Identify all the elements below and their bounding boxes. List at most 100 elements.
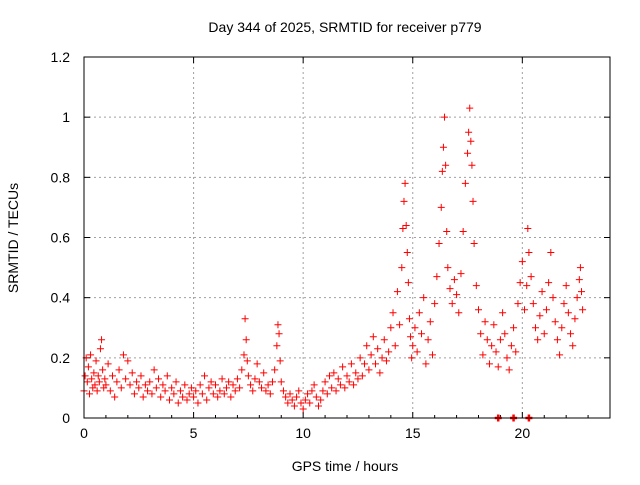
data-point <box>538 288 546 296</box>
data-point <box>540 330 548 338</box>
data-point <box>231 387 239 395</box>
data-point <box>238 366 246 374</box>
data-point <box>567 330 575 338</box>
data-point <box>117 384 125 392</box>
data-point <box>418 330 426 338</box>
data-point <box>137 372 145 380</box>
data-point <box>104 360 112 368</box>
data-point <box>446 285 454 293</box>
data-point <box>485 360 493 368</box>
data-point <box>527 273 535 281</box>
data-point <box>571 315 579 323</box>
data-point <box>183 396 191 404</box>
data-point <box>404 279 412 287</box>
data-point <box>212 381 219 389</box>
data-point <box>499 309 507 317</box>
data-point <box>448 300 456 308</box>
data-point <box>216 387 224 395</box>
data-point <box>141 381 149 389</box>
data-point <box>124 357 132 365</box>
data-point <box>92 357 100 365</box>
data-point <box>328 384 336 392</box>
data-point <box>286 390 294 398</box>
data-point <box>518 258 526 266</box>
data-point <box>91 381 99 389</box>
data-point <box>273 342 281 350</box>
data-point <box>443 227 451 235</box>
data-point <box>236 384 244 392</box>
data-point <box>442 161 450 169</box>
data-point <box>341 384 349 392</box>
x-tick-label: 5 <box>190 425 198 441</box>
data-point <box>122 375 130 383</box>
data-point <box>534 336 542 344</box>
data-point <box>264 381 272 389</box>
x-tick-label: 0 <box>80 425 88 441</box>
data-point <box>358 372 366 380</box>
data-point <box>319 387 327 395</box>
data-point <box>243 357 251 365</box>
data-point <box>536 312 544 320</box>
data-point <box>277 378 285 386</box>
data-point <box>382 357 390 365</box>
data-points <box>80 104 587 422</box>
data-point <box>196 381 204 389</box>
data-point <box>433 273 441 281</box>
data-point <box>321 378 329 386</box>
data-point <box>330 369 338 377</box>
x-tick-label: 20 <box>515 425 531 441</box>
data-point <box>268 378 276 386</box>
data-point <box>399 224 407 232</box>
data-point <box>190 393 198 401</box>
data-point <box>385 348 393 356</box>
data-point <box>466 104 474 112</box>
data-point <box>297 399 305 407</box>
data-point <box>514 300 522 308</box>
data-point <box>260 369 268 377</box>
data-point <box>240 351 248 359</box>
data-point <box>479 351 487 359</box>
data-point <box>266 390 274 398</box>
y-tick-label: 0.4 <box>51 290 71 306</box>
data-point <box>501 330 509 338</box>
data-point <box>192 387 200 395</box>
y-axis-label: SRMTID / TECUs <box>5 183 21 293</box>
data-point <box>242 336 250 344</box>
data-point <box>247 381 255 389</box>
data-point <box>299 405 307 413</box>
data-point <box>465 128 473 136</box>
data-point <box>201 372 209 380</box>
data-point <box>194 399 202 407</box>
data-point <box>409 342 417 350</box>
data-point <box>84 363 92 371</box>
data-point <box>274 321 282 329</box>
data-point <box>391 342 399 350</box>
data-point <box>361 360 369 368</box>
data-point <box>431 300 439 308</box>
data-point <box>477 330 485 338</box>
data-point <box>244 372 252 380</box>
data-point <box>301 396 309 404</box>
y-tick-label: 1 <box>62 109 70 125</box>
data-point <box>470 240 478 248</box>
data-point <box>99 366 107 374</box>
data-point <box>475 306 482 314</box>
data-point <box>339 363 347 371</box>
data-point <box>420 294 428 302</box>
data-point <box>553 336 561 344</box>
data-point <box>288 396 296 404</box>
data-point <box>389 309 397 317</box>
data-point <box>468 161 476 169</box>
data-point <box>424 336 432 344</box>
data-point <box>393 288 401 296</box>
data-point <box>155 375 163 383</box>
data-point <box>290 402 298 410</box>
data-point <box>87 351 95 359</box>
data-point <box>403 249 411 257</box>
data-point <box>161 387 169 395</box>
data-point <box>332 387 340 395</box>
data-point <box>128 369 136 377</box>
data-point <box>336 381 344 389</box>
